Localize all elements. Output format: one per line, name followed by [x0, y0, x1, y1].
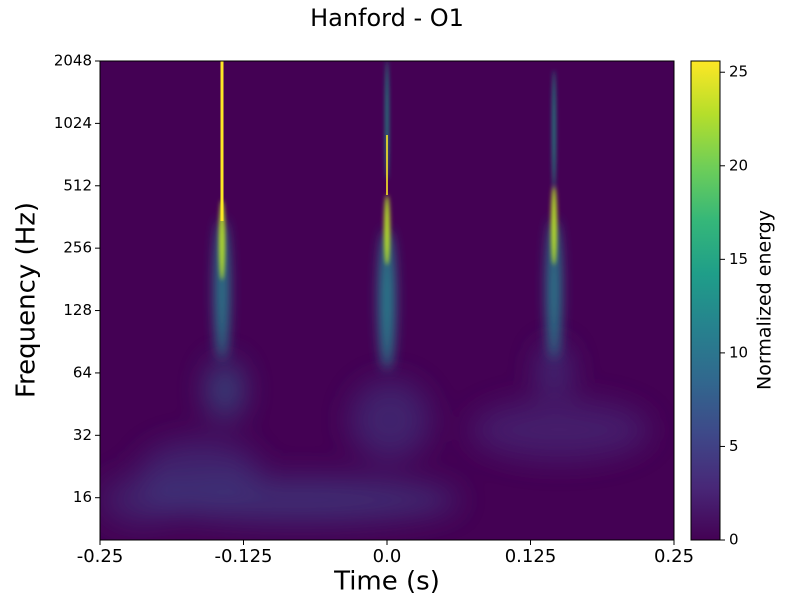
colorbar-tick-label: 0: [729, 531, 739, 549]
colorbar-label: Normalized energy: [754, 210, 776, 390]
x-tick-label: 0.125: [505, 546, 557, 567]
colorbar: [690, 60, 721, 541]
colorbar-tick-label: 10: [729, 343, 748, 361]
y-tick-label: 64: [73, 363, 92, 381]
x-tick-label: -0.25: [77, 546, 124, 567]
spectrogram-image: [100, 61, 674, 540]
x-tick-label: -0.125: [214, 546, 272, 567]
y-tick-label: 32: [73, 426, 92, 444]
y-tick-label: 256: [63, 239, 92, 257]
y-tick-label: 512: [63, 176, 92, 194]
y-tick-label: 16: [73, 488, 92, 506]
x-tick-label: 0.0: [373, 546, 402, 567]
y-tick-label: 2048: [54, 52, 92, 70]
y-axis-label: Frequency (Hz): [12, 202, 42, 398]
chart-title: Hanford - O1: [310, 4, 464, 32]
colorbar-tick-label: 15: [729, 250, 748, 268]
y-tick-label: 128: [63, 301, 92, 319]
colorbar-tick-label: 25: [729, 63, 748, 81]
x-tick-label: 0.25: [654, 546, 694, 567]
colorbar-tick-label: 20: [729, 156, 748, 174]
x-axis-label: Time (s): [333, 567, 440, 597]
colorbar-tick-label: 5: [729, 437, 739, 455]
y-tick-label: 1024: [54, 114, 92, 132]
